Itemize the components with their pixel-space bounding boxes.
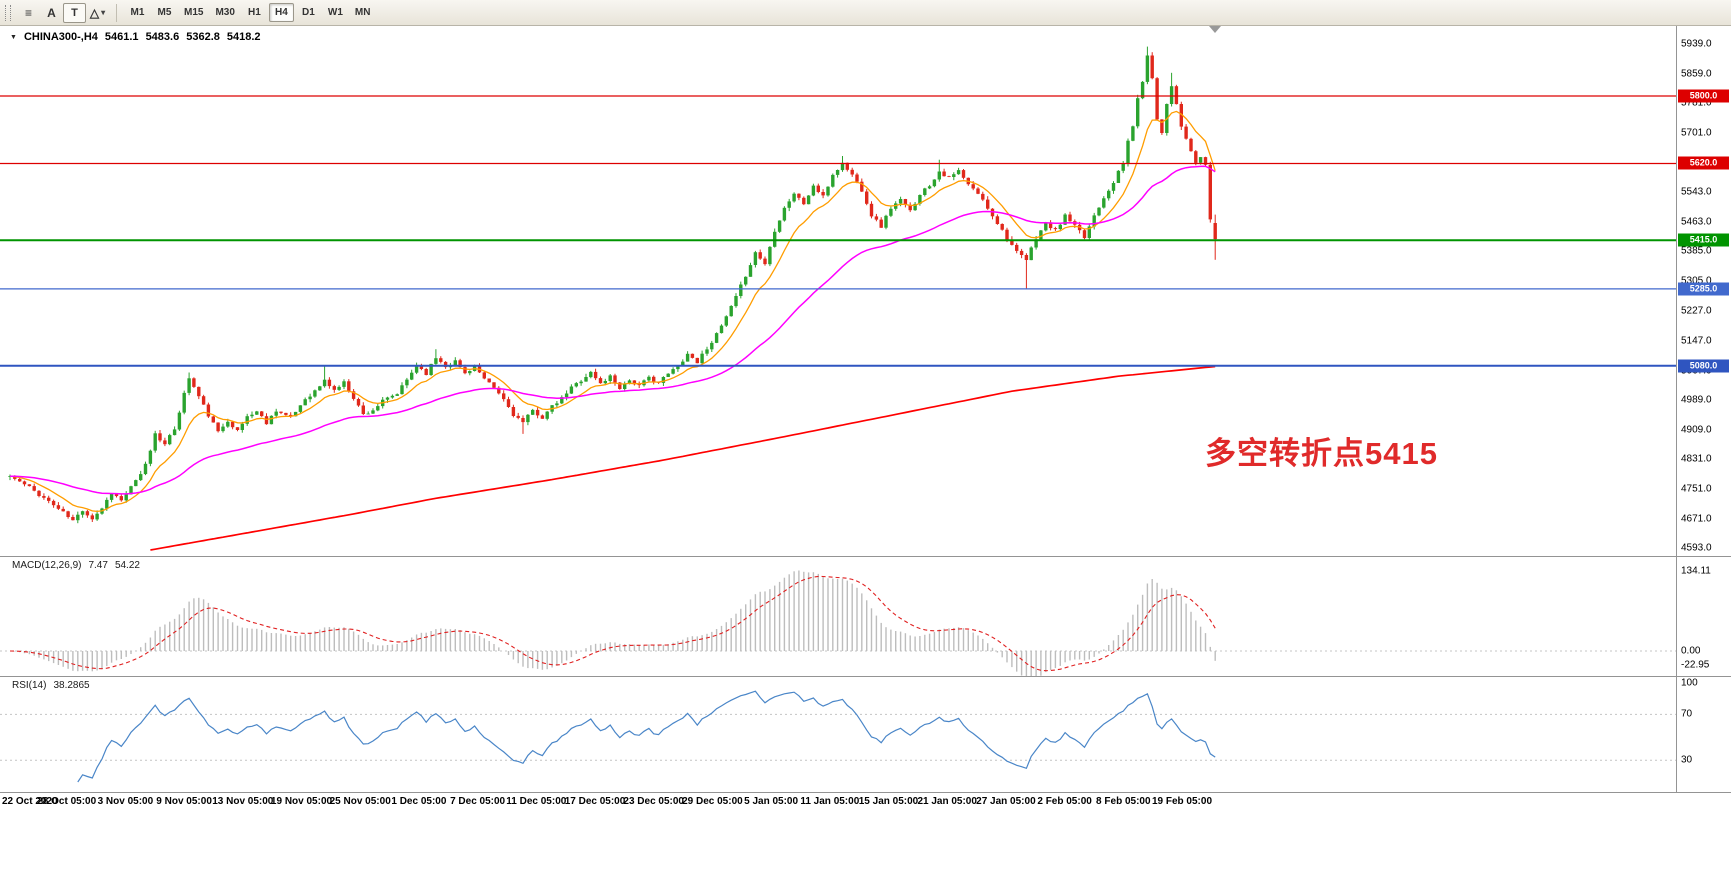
price-tick-label: 4593.0 <box>1681 542 1712 554</box>
price-tick-label: 4831.0 <box>1681 453 1712 465</box>
price-tick-label: 5701.0 <box>1681 127 1712 139</box>
text-label-tool-button[interactable]: T <box>63 2 86 23</box>
arrow-text-tool-button[interactable]: A <box>47 5 56 20</box>
rsi-label: RSI(14) 38.2865 <box>12 680 90 691</box>
time-tick-label: 7 Dec 05:00 <box>450 796 506 807</box>
macd-label: MACD(12,26,9) 7.47 54.22 <box>12 560 140 571</box>
time-tick-label: 9 Nov 05:00 <box>156 796 212 807</box>
price-level-tag: 5080.0 <box>1678 359 1729 373</box>
time-tick-label: 3 Nov 05:00 <box>97 796 154 807</box>
time-tick-label: 25 Nov 05:00 <box>329 796 391 807</box>
price-level-tag: 5800.0 <box>1678 89 1729 103</box>
macd-axis-label: -22.95 <box>1681 659 1710 671</box>
macd-chart <box>0 570 1676 676</box>
price-level-tag: 5620.0 <box>1678 156 1729 170</box>
ohlc-close: 5418.2 <box>226 31 261 43</box>
ohlc-high: 5483.6 <box>145 31 180 43</box>
price-tick-label: 5543.0 <box>1681 186 1712 198</box>
time-tick-label: 22 Oct 2020 <box>2 796 58 807</box>
macd-axis-label: 134.11 <box>1681 565 1711 577</box>
timeframe-m5-button[interactable]: M5 <box>157 7 172 18</box>
shapes-tool-button[interactable]: △ ▾ <box>89 5 106 20</box>
price-tick-label: 5781.0 <box>1681 97 1712 109</box>
time-tick-label: 15 Jan 05:00 <box>858 796 919 807</box>
timeframe-d1-button[interactable]: D1 <box>302 7 315 18</box>
price-tick-label: 5147.0 <box>1681 335 1712 347</box>
price-axis[interactable]: 5939.05859.05781.05701.05621.05543.05463… <box>1677 26 1731 556</box>
time-tick-label: 11 Jan 05:00 <box>800 796 860 807</box>
timeframe-h1-button[interactable]: H1 <box>248 7 261 18</box>
rsi-axis-label: 70 <box>1681 708 1693 720</box>
price-tick-label: 5939.0 <box>1681 38 1712 50</box>
symbol-label: CHINA300-,H4 <box>23 31 98 43</box>
symbol-header: ▼ CHINA300-,H4 5461.1 5483.6 5362.8 5418… <box>10 31 261 43</box>
rsi-value: 38.2865 <box>53 680 90 691</box>
price-chart-panel[interactable]: ▼ CHINA300-,H4 5461.1 5483.6 5362.8 5418… <box>0 26 1676 556</box>
time-tick-label: 23 Dec 05:00 <box>623 796 684 807</box>
macd-panel[interactable]: MACD(12,26,9) 7.47 54.22 <box>0 557 1676 676</box>
timeframe-h4-button[interactable]: H4 <box>268 3 294 22</box>
time-tick-label: 2 Feb 05:00 <box>1037 796 1092 807</box>
ohlc-low: 5362.8 <box>186 31 220 43</box>
time-tick-label: 19 Nov 05:00 <box>270 796 333 807</box>
toolbar-grip[interactable] <box>5 4 11 21</box>
price-level-tag: 5415.0 <box>1678 233 1729 247</box>
rsi-name: RSI(14) <box>12 680 47 691</box>
rsi-panel[interactable]: RSI(14) 38.2865 <box>0 677 1676 792</box>
price-tick-label: 4671.0 <box>1681 513 1712 525</box>
macd-main-value: 7.47 <box>88 560 108 571</box>
timeframes-group: M1 M5 M15 M30 H1 H4 D1 W1 MN <box>124 3 376 22</box>
panel-separator[interactable] <box>0 556 1731 557</box>
timeframe-m15-button[interactable]: M15 <box>184 7 204 18</box>
time-tick-label: 1 Dec 05:00 <box>391 796 447 807</box>
time-tick-label: 19 Feb 05:00 <box>1151 796 1213 807</box>
axis-separator <box>1676 26 1677 792</box>
timeframe-w1-button[interactable]: W1 <box>327 7 343 18</box>
time-tick-label: 27 Jan 05:00 <box>976 796 1036 807</box>
price-tick-label: 5227.0 <box>1681 305 1712 317</box>
macd-name: MACD(12,26,9) <box>12 560 82 571</box>
time-tick-label: 11 Dec 05:00 <box>506 796 567 807</box>
macd-axis[interactable]: 134.11 0.00 -22.95 <box>1677 557 1731 676</box>
rsi-axis[interactable]: 100 70 30 <box>1677 677 1731 792</box>
rsi-axis-label: 30 <box>1681 754 1693 766</box>
rsi-axis-label: 100 <box>1681 677 1698 689</box>
price-tick-label: 4909.0 <box>1681 424 1712 436</box>
macd-signal-value: 54.22 <box>114 560 140 571</box>
timeframe-mn-button[interactable]: MN <box>354 7 371 18</box>
time-tick-label: 28 Oct 05:00 <box>37 796 97 807</box>
time-tick-label: 5 Jan 05:00 <box>744 796 799 807</box>
dropdown-caret-icon: ▾ <box>101 8 106 17</box>
chart-collapse-icon[interactable]: ▼ <box>10 33 17 41</box>
panel-separator[interactable] <box>0 676 1731 677</box>
time-tick-label: 8 Feb 05:00 <box>1096 796 1151 807</box>
ohlc-open: 5461.1 <box>104 31 139 43</box>
candlestick-chart <box>0 26 1676 551</box>
time-tick-label: 13 Nov 05:00 <box>212 796 274 807</box>
time-axis[interactable]: 22 Oct 2020 28 Oct 05:00 3 Nov 05:00 9 Nov … <box>0 792 1731 810</box>
chart-tools-button[interactable]: ≡ <box>24 5 32 20</box>
timeframe-m30-button[interactable]: M30 <box>215 7 235 18</box>
toolbar-separator <box>116 3 117 22</box>
price-tick-label: 5463.0 <box>1681 216 1712 228</box>
chart-annotation-text[interactable]: 多空转折点5415 <box>1205 436 1438 471</box>
time-tick-label: 17 Dec 05:00 <box>564 796 626 807</box>
macd-axis-label: 0.00 <box>1681 645 1701 657</box>
toolbar: ≡ A T △ ▾ M1 M5 M15 M30 H1 H4 D1 W1 MN <box>0 0 1731 26</box>
price-tick-label: 4989.0 <box>1681 394 1712 406</box>
time-tick-label: 29 Dec 05:00 <box>682 796 743 807</box>
price-tick-label: 5305.0 <box>1681 275 1712 287</box>
price-tick-label: 5859.0 <box>1681 68 1712 80</box>
price-tick-label: 4751.0 <box>1681 483 1712 495</box>
chart-shift-marker <box>1209 26 1221 33</box>
drawing-tools-group: ≡ A T △ ▾ <box>17 2 109 23</box>
time-tick-label: 21 Jan 05:00 <box>917 796 977 807</box>
rsi-chart <box>0 690 1676 783</box>
price-tick-label: 5385.0 <box>1681 245 1712 257</box>
price-level-tag: 5285.0 <box>1678 282 1729 296</box>
timeframe-m1-button[interactable]: M1 <box>130 7 145 18</box>
